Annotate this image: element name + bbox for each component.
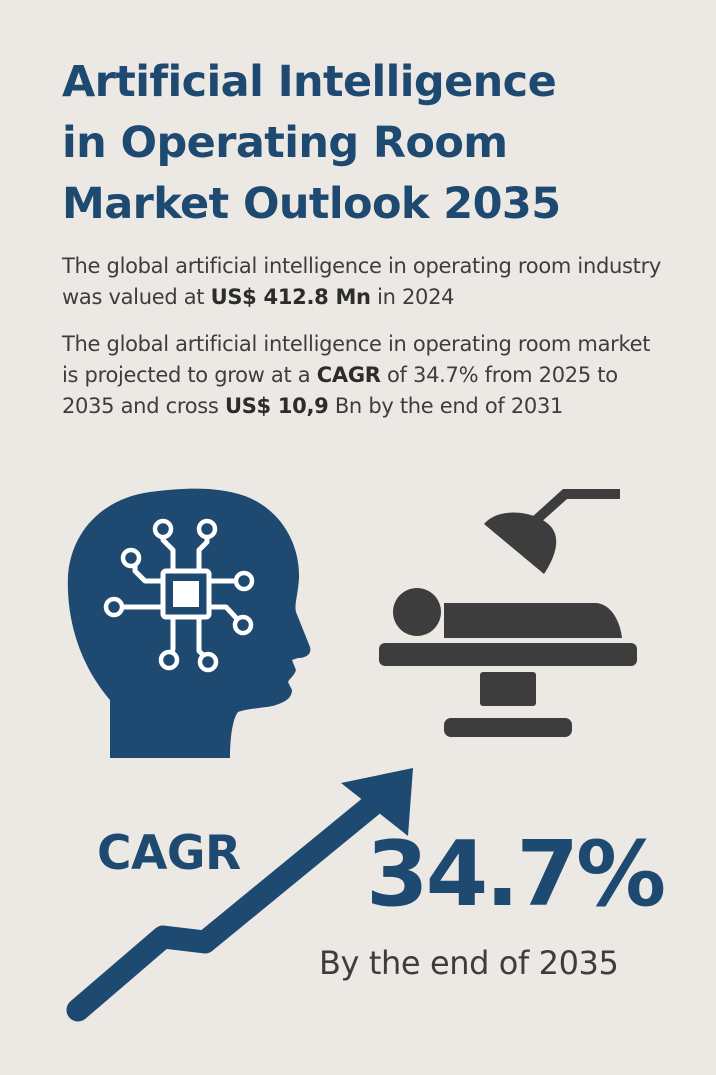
patient-head [393, 588, 441, 636]
table-top [379, 643, 637, 666]
projection-text-b: of 34.7% from 2025 to 2035 and cross [62, 363, 618, 418]
projection-highlight-value: US$ 10,9 [224, 394, 329, 418]
title-line-1: Artificial Intelligence [62, 57, 557, 107]
table-pillar [480, 672, 536, 706]
cagr-value: 34.7% [366, 822, 666, 927]
market-value-text-b: in 2024 [370, 285, 455, 309]
projection-highlight-cagr: CAGR [316, 363, 381, 387]
market-value-highlight: US$ 412.8 Mn [210, 285, 371, 309]
page-title: Artificial Intelligence in Operating Roo… [62, 52, 682, 235]
market-value-text-a: The global artificial intelligence in op… [62, 254, 662, 309]
projection-text-a: The global artificial intelligence in op… [62, 332, 651, 387]
projection-paragraph: The global artificial intelligence in op… [62, 329, 662, 422]
patient-body [444, 603, 622, 638]
title-line-3: Market Outlook 2035 [62, 179, 561, 229]
projection-text-c: Bn by the end of 2031 [328, 394, 564, 418]
cagr-subtitle: By the end of 2035 [319, 944, 619, 982]
table-base [444, 718, 572, 737]
market-value-paragraph: The global artificial intelligence in op… [62, 251, 662, 313]
cagr-label: CAGR [97, 826, 241, 881]
lamp-head [484, 512, 557, 574]
title-line-2: in Operating Room [62, 118, 508, 168]
